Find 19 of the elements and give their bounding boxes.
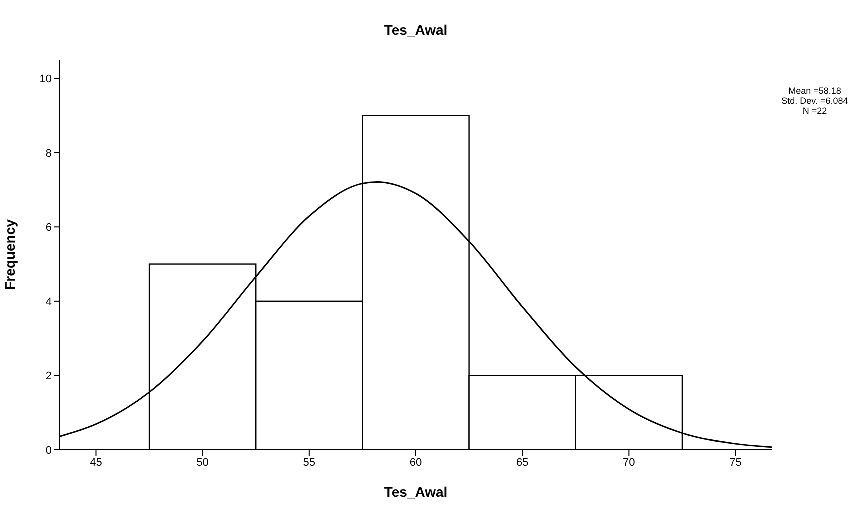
chart-title: Tes_Awal	[383, 22, 449, 38]
x-tick-label: 60	[410, 456, 422, 469]
x-tick-label: 45	[90, 456, 102, 469]
text: Mean =58.18	[788, 86, 842, 96]
x-tick-label: 55	[303, 456, 316, 469]
y-tick-label: 0	[46, 444, 52, 457]
y-tick-label: 4	[46, 296, 52, 308]
x-tick-label: 75	[730, 456, 742, 469]
y-axis-title: Frequency	[2, 219, 18, 290]
x-tick-label: 70	[623, 456, 636, 469]
y-tick-label: 6	[46, 222, 52, 234]
text: Std. Dev. =6.084	[780, 96, 850, 106]
y-tick-label: 8	[46, 148, 52, 160]
x-tick-label: 65	[516, 456, 529, 469]
text: N =22	[802, 106, 828, 116]
x-axis-title: Tes_Awal	[384, 484, 448, 500]
x-tick-label: 50	[196, 456, 209, 469]
y-tick-label: 2	[46, 370, 52, 383]
y-tick-label: 10	[40, 73, 52, 86]
